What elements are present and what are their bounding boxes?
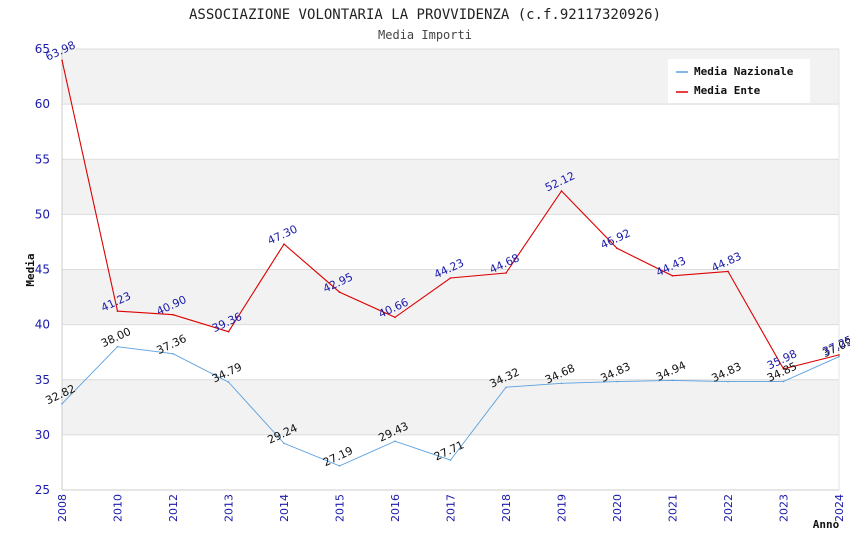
y-axis-label: Media	[24, 253, 37, 286]
axes	[61, 49, 840, 491]
data-point	[283, 442, 285, 445]
x-tick-label: 2013	[223, 494, 236, 522]
x-tick-label: 2022	[722, 494, 735, 522]
data-point	[61, 402, 63, 405]
plot-band	[62, 434, 839, 490]
x-tick-label: 2020	[611, 494, 624, 522]
y-tick-label: 30	[35, 428, 50, 442]
y-tick-label: 25	[35, 483, 50, 497]
legend-box	[668, 59, 810, 103]
x-tick-label: 2019	[556, 494, 569, 522]
legend-label-nazionale: Media Nazionale	[694, 65, 794, 78]
y-tick-label: 50	[35, 207, 50, 221]
y-tick-label: 45	[35, 263, 50, 277]
data-point	[116, 345, 119, 348]
x-tick-label: 2018	[500, 494, 513, 522]
y-tick-label: 40	[35, 318, 50, 332]
data-point	[172, 352, 174, 355]
data-point	[671, 274, 674, 277]
x-tick-label: 2015	[334, 494, 347, 522]
series-lines	[61, 59, 840, 467]
plot-band	[62, 104, 839, 160]
data-point	[838, 355, 840, 358]
data-point	[61, 59, 63, 62]
data-point	[172, 313, 174, 316]
x-tick-label: 2023	[778, 494, 791, 522]
data-point	[338, 291, 341, 293]
plot-band	[62, 324, 839, 380]
data-point	[560, 190, 563, 192]
data-point	[449, 277, 452, 279]
y-axis-ticks: 25 30 35 40 45 50 55 60 65	[35, 42, 50, 497]
plot-band	[62, 159, 839, 215]
y-tick-label: 65	[35, 42, 50, 56]
data-point	[727, 270, 729, 273]
x-tick-label: 2010	[112, 494, 125, 522]
data-point	[283, 243, 285, 245]
y-tick-label: 55	[35, 152, 50, 166]
x-tick-label: 2008	[56, 494, 69, 522]
data-point	[394, 316, 396, 319]
x-tick-label: 2016	[389, 494, 402, 522]
legend: Media Nazionale Media Ente	[668, 59, 810, 103]
data-point	[727, 380, 729, 383]
chart-subtitle: Media Importi	[378, 28, 472, 42]
x-tick-label: 2014	[278, 494, 291, 522]
data-point	[505, 272, 507, 274]
data-point	[449, 459, 452, 461]
data-point	[338, 465, 341, 467]
data-point	[116, 310, 119, 312]
legend-label-ente: Media Ente	[694, 84, 761, 97]
data-point	[782, 368, 785, 370]
x-axis-ticks: 2008 2010 2012 2013 2014 2015 2016 2017 2018 2019…	[56, 494, 846, 522]
x-tick-label: 2012	[167, 494, 180, 522]
x-tick-label: 2017	[445, 494, 458, 522]
y-tick-label: 60	[35, 97, 50, 111]
plot-band	[62, 214, 839, 270]
data-point	[616, 247, 618, 250]
data-point	[227, 330, 230, 333]
data-point	[505, 386, 507, 389]
x-axis-label: Anno	[813, 518, 840, 531]
x-tick-label: 2024	[833, 494, 846, 522]
plot-band	[62, 379, 839, 435]
y-tick-label: 35	[35, 373, 50, 387]
data-point	[838, 354, 840, 356]
data-point	[394, 440, 396, 442]
data-point	[616, 380, 618, 383]
data-point	[671, 379, 674, 382]
data-point	[782, 380, 785, 383]
chart-title: ASSOCIAZIONE VOLONTARIA LA PROVVIDENZA (…	[189, 7, 661, 23]
x-tick-label: 2021	[667, 494, 680, 522]
data-point	[560, 382, 563, 385]
data-point	[227, 381, 230, 383]
